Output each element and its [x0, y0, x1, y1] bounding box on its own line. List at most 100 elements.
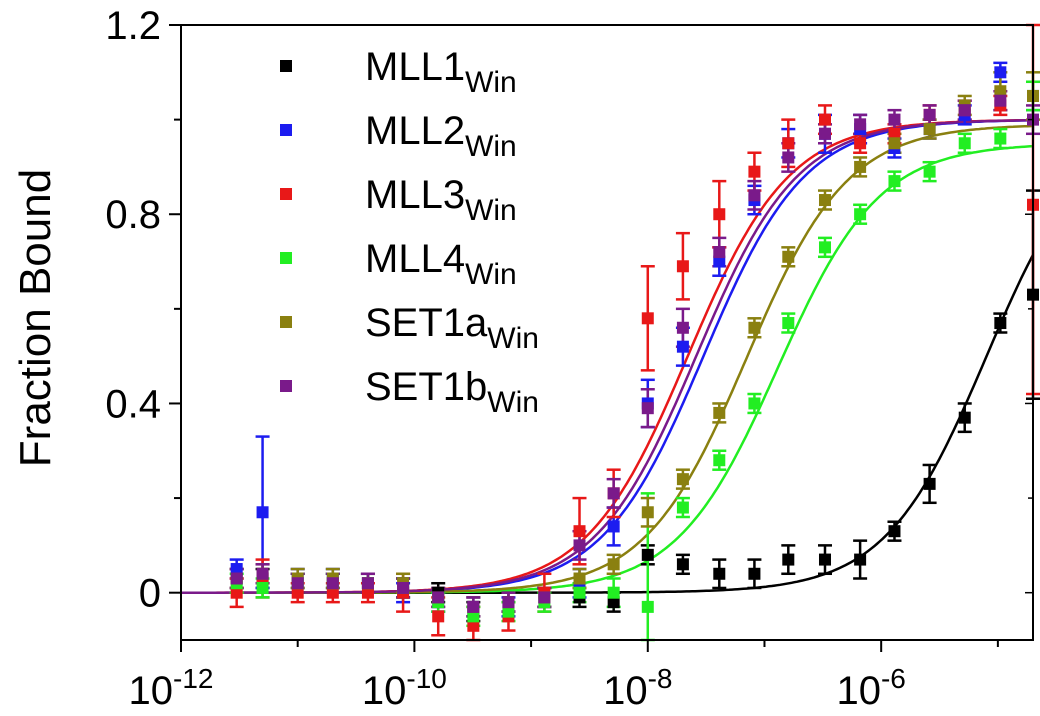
data-point-mll1 [782, 553, 795, 566]
data-point-set1a [854, 160, 867, 173]
data-point-mll3 [818, 113, 831, 126]
plot-frame [180, 24, 1034, 641]
legend-marker-mll2 [280, 124, 292, 136]
data-point-set1b [748, 189, 761, 202]
data-point-mll2 [607, 520, 620, 533]
legend-entry-mll1: MLL1Win [365, 45, 517, 99]
legend: MLL1Win MLL2Win MLL3Win MLL4Win SET1aWin SET1… [280, 45, 539, 419]
data-point-mll4 [748, 397, 761, 410]
data-point-set1b [782, 151, 795, 164]
data-point-mll4 [888, 175, 901, 188]
data-point-mll1 [713, 567, 726, 580]
data-point-mll4 [818, 241, 831, 254]
data-point-set1b [397, 581, 410, 594]
legend-entry-mll4: MLL4Win [365, 237, 517, 291]
data-point-mll4 [782, 317, 795, 330]
tick-labels: 10-12 10-10 10-8 10-6 0 0.4 0.8 1.2 [105, 4, 905, 713]
x-tick-label: 10-6 [836, 663, 905, 713]
data-point-set1b [888, 113, 901, 126]
x-tick-label: 10-12 [129, 663, 214, 713]
data-point-mll1 [958, 411, 971, 424]
data-point-mll4 [467, 610, 480, 623]
axes [169, 24, 1034, 652]
data-point-mll4 [641, 600, 654, 613]
data-point-set1a [607, 558, 620, 571]
data-point-mll4 [502, 605, 515, 618]
data-point-set1a [994, 85, 1007, 98]
y-tick-label: 0.8 [105, 193, 161, 237]
data-point-set1b [994, 94, 1007, 107]
data-point-mll3 [573, 525, 586, 538]
data-point-mll4 [854, 208, 867, 221]
data-point-set1b [502, 596, 515, 609]
data-point-set1b [958, 104, 971, 117]
data-point-set1a [923, 123, 936, 136]
fit-curve-mll1 [181, 254, 1035, 594]
data-point-mll3 [888, 127, 901, 140]
data-point-set1a [818, 194, 831, 207]
data-point-set1b [230, 572, 243, 585]
data-point-set1a [748, 321, 761, 334]
data-point-set1b [573, 539, 586, 552]
data-point-set1a [676, 473, 689, 486]
data-point-mll4 [676, 501, 689, 514]
x-tick-label: 10-8 [603, 663, 672, 713]
legend-marker-mll1 [280, 60, 292, 72]
data-points [230, 66, 1039, 632]
data-point-set1b [854, 118, 867, 131]
data-point-set1a [573, 572, 586, 585]
data-point-mll4 [994, 132, 1007, 145]
data-point-mll1 [676, 558, 689, 571]
data-point-mll4 [573, 586, 586, 599]
data-point-mll3 [713, 208, 726, 221]
fit-curve-mll4 [181, 144, 1034, 594]
data-point-set1a [641, 506, 654, 519]
data-point-set1b [923, 108, 936, 121]
data-point-set1b [256, 567, 269, 580]
data-point-mll3 [782, 137, 795, 150]
data-point-mll3 [676, 260, 689, 273]
data-point-mll2 [713, 255, 726, 268]
data-point-mll4 [607, 586, 620, 599]
y-tick-label: 0.4 [105, 382, 161, 426]
data-point-mll1 [854, 553, 867, 566]
data-point-mll4 [256, 581, 269, 594]
data-point-mll4 [923, 165, 936, 178]
legend-entry-set1b: SET1bWin [365, 365, 539, 419]
data-point-mll4 [958, 137, 971, 150]
data-point-mll2 [256, 506, 269, 519]
data-point-set1b [676, 321, 689, 334]
data-point-set1b [361, 577, 374, 590]
legend-entry-mll2: MLL2Win [365, 109, 517, 163]
data-point-set1b [432, 591, 445, 604]
data-point-mll2 [994, 66, 1007, 79]
y-axis-title: Fraction Bound [11, 169, 60, 467]
data-point-mll1 [818, 553, 831, 566]
data-point-mll1 [641, 548, 654, 561]
data-point-mll3 [326, 586, 339, 599]
fit-curves [181, 118, 1035, 594]
data-point-mll3 [748, 165, 761, 178]
data-point-set1b [538, 591, 551, 604]
data-point-mll2 [676, 340, 689, 353]
data-point-mll3 [361, 586, 374, 599]
data-point-set1a [713, 406, 726, 419]
data-point-mll1 [607, 596, 620, 609]
legend-marker-mll4 [280, 252, 292, 264]
error-bars [229, 23, 1040, 642]
data-point-mll3 [854, 137, 867, 150]
data-point-mll3 [467, 619, 480, 632]
y-tick-label: 1.2 [105, 4, 161, 48]
data-point-mll3 [641, 312, 654, 325]
data-point-set1a [782, 250, 795, 263]
data-point-set1b [291, 577, 304, 590]
legend-entry-set1a: SET1aWin [365, 301, 539, 355]
data-point-set1a [888, 137, 901, 150]
data-point-mll1 [994, 317, 1007, 330]
data-point-set1b [607, 487, 620, 500]
legend-marker-set1a [280, 316, 292, 328]
data-point-mll1 [888, 525, 901, 538]
data-point-mll1 [748, 567, 761, 580]
data-point-mll2 [230, 563, 243, 576]
